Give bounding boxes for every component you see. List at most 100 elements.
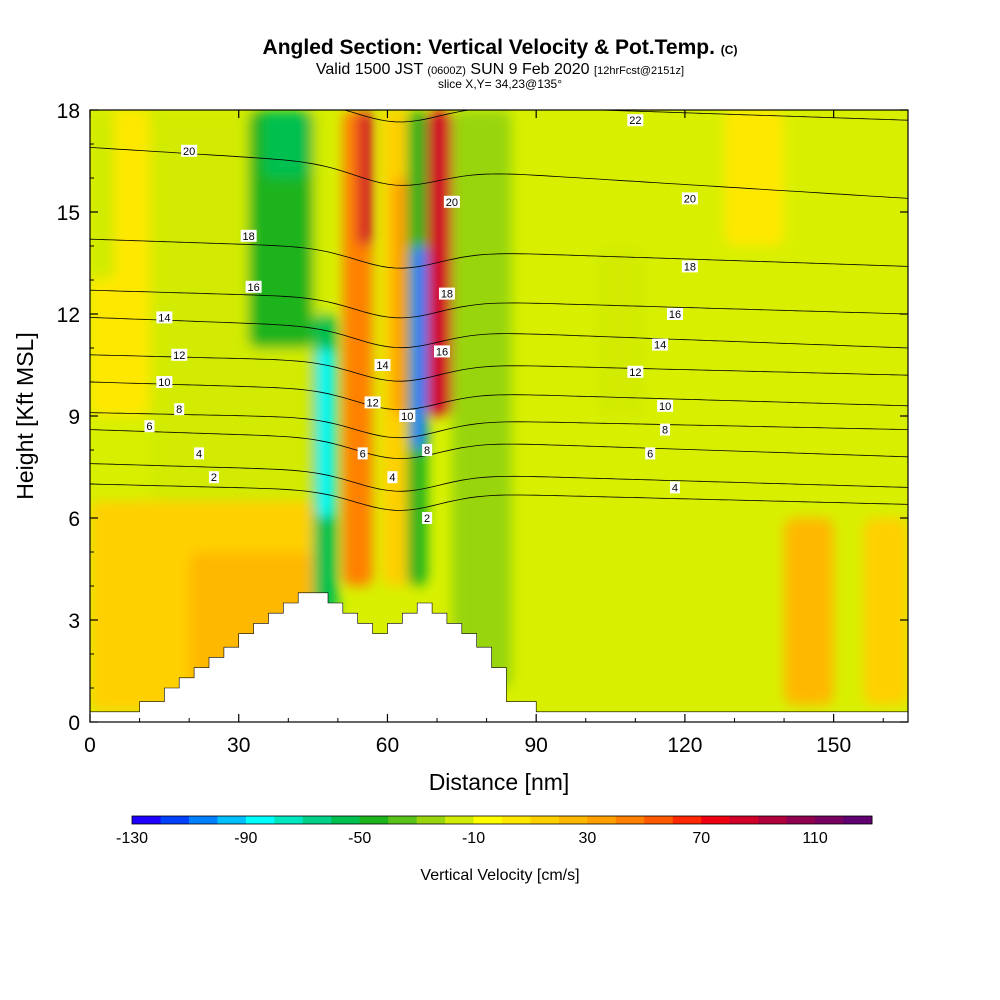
y-tick-label-6: 6 [68, 508, 80, 531]
theta-contour-8 [90, 412, 908, 439]
colorbar-swatch-18 [644, 816, 674, 824]
chart-title: Angled Section: Vertical Velocity & Pot.… [262, 36, 738, 59]
velocity-band-20 [724, 110, 785, 246]
contour-label-bg-4-1 [387, 471, 398, 484]
contour-label-18-0: 18 [243, 231, 255, 243]
y-tick-label-12: 12 [57, 304, 80, 327]
contour-label-14-1: 14 [376, 360, 388, 372]
y-axis-title: Height [Kft MSL] [12, 332, 38, 499]
colorbar-swatch-2 [188, 816, 218, 824]
colorbar-swatch-9 [388, 816, 418, 824]
contour-label-12-1: 12 [366, 397, 378, 409]
title-tag: (C) [720, 43, 738, 57]
contour-label-8-1: 8 [424, 445, 430, 457]
velocity-band-10 [357, 110, 373, 246]
contour-label-bg-18-2 [681, 260, 698, 273]
colorbar-swatch-23 [786, 816, 816, 824]
theta-contour-4 [90, 463, 908, 492]
contour-label-bg-16-2 [666, 308, 683, 320]
contour-label-8-2: 8 [662, 425, 668, 437]
theta-contours [90, 110, 908, 511]
colorbar-swatch-12 [473, 816, 503, 824]
colorbar-tick-label--50: -50 [348, 830, 371, 847]
contour-label-2-1: 2 [424, 513, 430, 525]
slice-info: slice X,Y= 34,23@135° [437, 77, 563, 91]
contour-label-bg-20-1 [443, 195, 460, 208]
contour-label-16-0: 16 [247, 282, 259, 294]
colorbar-tick-label--10: -10 [462, 830, 485, 847]
colorbar-swatch-3 [217, 816, 247, 824]
velocity-band-4 [90, 110, 115, 280]
contour-label-2-0: 2 [211, 472, 217, 484]
theta-contour-12 [90, 354, 908, 382]
contour-label-6-2: 6 [647, 448, 653, 460]
velocity-band-18 [784, 518, 834, 705]
contour-label-bg-16-1 [433, 345, 450, 358]
contour-label-4-0: 4 [196, 448, 202, 460]
theta-contour-20 [90, 147, 908, 199]
contour-label-bg-14-2 [652, 338, 669, 351]
contour-label-bg-16-0 [245, 280, 262, 293]
colorbar-swatch-16 [587, 816, 617, 824]
velocity-band-19 [863, 518, 908, 705]
theta-contour-22 [343, 110, 908, 123]
colorbar-swatch-7 [331, 816, 361, 824]
contour-label-bg-14-1 [374, 359, 391, 371]
contour-label-bg-12-2 [627, 365, 644, 378]
contour-label-bg-4-2 [669, 481, 680, 494]
colorbar-tick-label-70: 70 [692, 830, 710, 847]
colorbar-swatch-22 [758, 816, 788, 824]
contour-label-16-1: 16 [436, 346, 448, 358]
colorbar-frame [131, 815, 873, 825]
y-tick-label-0: 0 [68, 712, 80, 735]
theta-contour-2 [90, 483, 908, 511]
x-tick-label-120: 120 [667, 734, 702, 757]
colorbar-swatch-14 [530, 816, 560, 824]
colorbar-swatch-1 [160, 816, 190, 824]
colorbar-swatch-15 [558, 816, 588, 824]
contour-label-bg-12-0 [171, 348, 188, 361]
contour-label-bg-6-1 [357, 447, 368, 460]
contour-label-14-2: 14 [654, 340, 666, 352]
velocity-band-14 [412, 246, 428, 450]
colorbar-swatch-11 [445, 816, 475, 824]
contour-label-6-1: 6 [360, 448, 366, 460]
chart-subtitle: Valid 1500 JST (0600Z) SUN 9 Feb 2020 [1… [315, 61, 685, 78]
colorbar-title: Vertical Velocity [cm/s] [420, 867, 579, 884]
contour-label-20-2: 20 [684, 193, 696, 205]
valid-utc: (0600Z) [427, 65, 466, 77]
y-tick-label-3: 3 [68, 610, 80, 633]
contour-label-18-1: 18 [441, 289, 453, 301]
colorbar-swatch-17 [615, 816, 645, 824]
colorbar-tick-label-30: 30 [578, 830, 596, 847]
x-tick-label-30: 30 [227, 734, 250, 757]
contour-label-10-2: 10 [659, 401, 671, 413]
contour-label-20-1: 20 [446, 197, 458, 209]
y-tick-label-9: 9 [68, 406, 80, 429]
colorbar-tick-label-110: 110 [802, 830, 828, 847]
colorbar-swatch-0 [132, 816, 161, 824]
colorbar-tick-label--90: -90 [234, 830, 257, 847]
y-tick-label-18: 18 [57, 100, 80, 123]
terrain-mask [90, 592, 908, 722]
contour-label-18-2: 18 [684, 261, 696, 273]
velocity-band-15 [427, 110, 452, 416]
x-axis-title: Distance [nm] [429, 769, 570, 795]
theta-contour-6 [90, 429, 908, 460]
contour-label-bg-2-0 [208, 471, 219, 484]
contour-label-10-0: 10 [158, 377, 170, 389]
axes: 0 30 60 90 120 150 0 3 6 9 12 15 18 [57, 100, 908, 757]
contour-label-22-0: 22 [629, 115, 641, 127]
velocity-band-2 [263, 110, 309, 178]
contour-label-14-0: 14 [158, 312, 170, 324]
colorbar-swatch-24 [815, 816, 845, 824]
contour-label-bg-10-0 [156, 376, 173, 388]
theta-contour-14 [90, 317, 908, 349]
contour-label-12-2: 12 [629, 367, 641, 379]
colorbar-swatch-19 [672, 816, 702, 824]
colorbar-swatch-20 [701, 816, 731, 824]
